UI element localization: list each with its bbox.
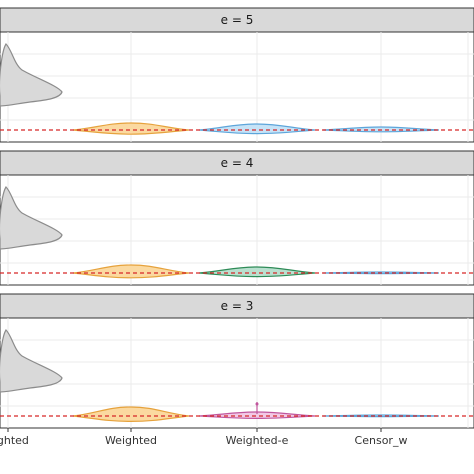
- violin-outlier-point: [255, 402, 259, 406]
- panel-frame: [0, 174, 474, 286]
- x-tick-label: Weighted-e: [226, 434, 289, 447]
- facet-strip-label: e = 3: [221, 299, 254, 313]
- facet-strip: [0, 7, 474, 33]
- x-tick-label: Weighted: [105, 434, 157, 447]
- violin-eighted: [0, 186, 63, 250]
- facet-panel: e = 5: [0, 7, 474, 143]
- facet-strip: [0, 293, 474, 319]
- x-tick-label: eighted: [0, 434, 29, 447]
- panel-frame: [0, 317, 474, 429]
- facet-strip-label: e = 5: [221, 13, 254, 27]
- x-tick-label: Censor_w: [355, 434, 408, 447]
- violin-eighted: [0, 329, 63, 393]
- facet-panel: e = 3: [0, 293, 474, 429]
- facet-panel: e = 4: [0, 150, 474, 286]
- panel-frame: [0, 31, 474, 143]
- facet-strip-label: e = 4: [221, 156, 254, 170]
- violin-eighted: [0, 43, 63, 107]
